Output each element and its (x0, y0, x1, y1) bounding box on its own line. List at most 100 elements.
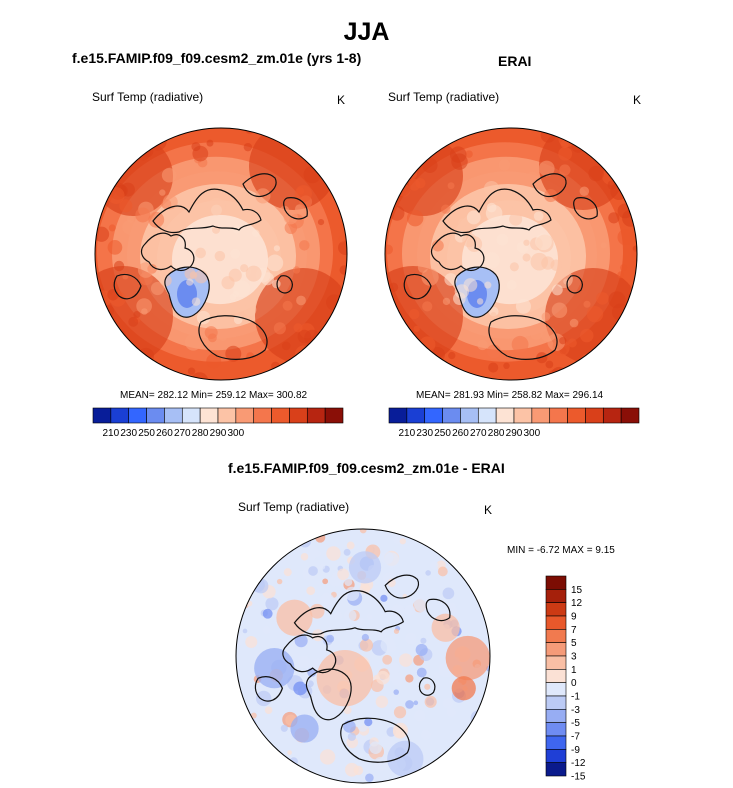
panel3-map-texture (326, 634, 335, 643)
panel3-map-texture (262, 608, 273, 619)
panel1-variable: Surf Temp (radiative) (92, 90, 204, 104)
panel1-map-texture (339, 321, 347, 329)
panel3-map-texture (454, 753, 464, 763)
panel2-map-texture (592, 148, 603, 160)
panel3-map-texture (276, 578, 283, 585)
panel1-map-coastline (152, 188, 262, 234)
panel2-colorbar-box (388, 407, 408, 424)
panel2-colorbar: 210 230 250 260 270 280 290 300 (388, 407, 640, 439)
panel2-map-texture (385, 344, 396, 363)
panel3-map-warm-anomaly (451, 676, 476, 701)
panel3-map-texture (255, 742, 261, 748)
panel1-map-texture (278, 128, 296, 145)
panel1-colorbar-tick-label: 270 (174, 428, 191, 439)
panel2-map-texture (586, 305, 604, 323)
panel1-map-texture (114, 137, 130, 153)
panel1-colorbar-tick-label: 210 (103, 428, 120, 439)
panel2-map-texture (465, 150, 473, 158)
panel1-map-texture (338, 234, 346, 243)
panel2-map-coastline (566, 275, 583, 294)
panel1-map-texture (194, 269, 208, 284)
panel3-map-texture (380, 551, 394, 565)
panel1-map-texture (124, 367, 131, 374)
panel3-map-texture (446, 760, 459, 773)
panel3-colorbar-box (545, 749, 567, 763)
panel2-map-texture (598, 128, 612, 135)
panel3-map-texture (437, 534, 450, 547)
panel2-colorbar-box (531, 407, 551, 424)
panel2-map-texture (583, 129, 591, 138)
panel1-map-texture (107, 289, 119, 301)
panel2-map-texture (595, 360, 608, 373)
panel1-map-texture (125, 137, 140, 152)
panel3-map-warm-anomaly (445, 635, 490, 681)
panel1-map-texture (119, 199, 133, 213)
panel1-map-texture (102, 352, 121, 371)
panel2-map-texture (421, 268, 439, 286)
panel3-map-texture (236, 660, 240, 672)
panel2-map-texture (417, 262, 429, 273)
panel3-colorbar-box (545, 762, 567, 777)
panel2-colorbar-box (442, 407, 461, 424)
panel3-map-texture (326, 546, 341, 561)
panel2-map-texture (585, 363, 604, 380)
panel1-map-texture (150, 281, 165, 296)
panel3-colorbar: 15 12 9 7 5 3 1 0 -1 -3 -5 -7 -9 -12 -15 (545, 575, 586, 780)
panel3-map-texture (256, 690, 272, 707)
panel2-map-texture (442, 297, 451, 306)
panel3-map-coastline (293, 590, 404, 635)
panel3-map-texture (437, 566, 448, 577)
panel2-map-texture (412, 345, 428, 361)
panel1-map-texture (335, 306, 346, 318)
panel2-map-texture (447, 182, 455, 190)
panel2-map-texture (419, 336, 436, 353)
panel3-colorbar-box (545, 575, 567, 590)
panel2-colorbar-box (460, 407, 479, 424)
panel1-map-coastline (198, 315, 268, 360)
panel1-map-coastline (113, 273, 142, 300)
panel2-map-texture (617, 228, 635, 246)
panel2-map-texture (544, 188, 558, 203)
panel1-map-texture (207, 333, 217, 343)
panel1-colorbar-tick-label: 290 (210, 428, 227, 439)
panel1-map-texture (196, 310, 211, 325)
panel3-map-texture (306, 586, 316, 596)
panel2-map-texture (509, 212, 523, 226)
panel1-map-texture (297, 329, 312, 344)
panel3-map-texture (375, 695, 389, 708)
panel2-map-texture (630, 250, 637, 257)
panel3-map-texture (247, 550, 254, 557)
panel2-map-texture (522, 253, 531, 262)
panel1-colorbar-box (271, 407, 290, 424)
panel2-map-texture (496, 233, 509, 246)
panel2-map-texture (630, 204, 637, 215)
panel2-map-coastline (442, 188, 552, 234)
panel3-map-texture (366, 614, 373, 620)
panel2-colorbar-box (477, 407, 497, 424)
panel2-map-texture (551, 284, 563, 296)
panel2-colorbar-box (495, 407, 515, 424)
panel3-map-texture (482, 701, 490, 717)
panel3-map-texture (440, 759, 447, 766)
panel1-map-texture (314, 372, 332, 380)
panel3-map-coastline (282, 634, 337, 674)
panel3-map-texture (405, 632, 417, 645)
panel1-map-texture (159, 274, 172, 287)
panel3-map-texture (460, 755, 472, 767)
panel1-map-texture (266, 254, 284, 272)
panel1-map-texture (108, 224, 116, 232)
panel2-map-coastline (454, 266, 500, 318)
panel3-map-texture (393, 628, 400, 634)
panel1-map-texture (114, 374, 125, 380)
panel2-map-texture (413, 325, 420, 332)
panel2-map-texture (483, 252, 500, 269)
panel3-colorbar-box (545, 682, 567, 697)
panel2-map-texture (608, 212, 620, 224)
panel3-map-texture (387, 662, 401, 675)
panel2-map-texture (622, 209, 637, 227)
panel3-map-texture (448, 679, 453, 684)
panel3-colorbar-box (545, 695, 567, 710)
panel3-map-texture (473, 573, 486, 586)
panel3-map-cool-anomaly (387, 740, 424, 777)
panel2-map-texture (450, 146, 467, 163)
